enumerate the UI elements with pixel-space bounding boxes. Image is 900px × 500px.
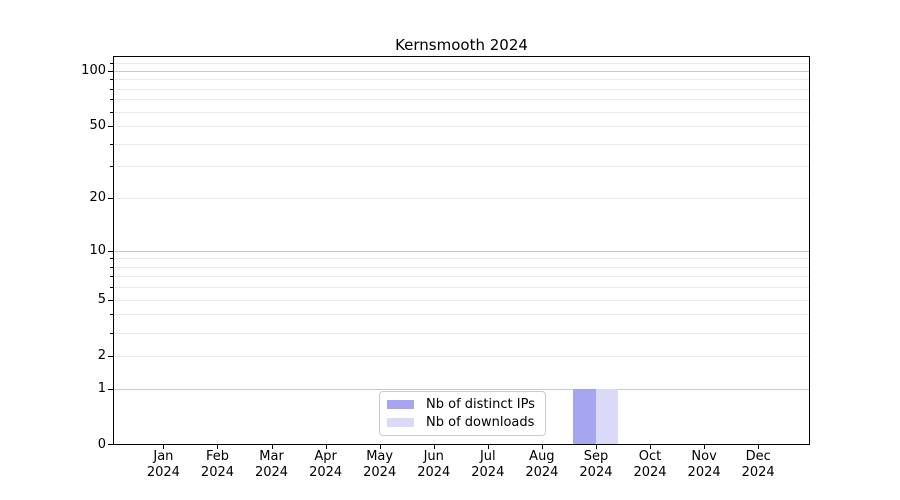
chart-title: Kernsmooth 2024: [395, 36, 528, 54]
legend-label-downloads: Nb of downloads: [426, 415, 535, 430]
legend: Nb of distinct IPs Nb of downloads: [379, 391, 546, 436]
y-minor-tick-mark: [110, 89, 113, 90]
y-axis-tick-label: 1: [97, 381, 106, 396]
x-tick-mark: [488, 445, 489, 449]
x-axis-tick-label: Aug 2024: [525, 449, 559, 480]
gridline: [114, 287, 809, 289]
y-axis-tick-label: 5: [97, 292, 106, 307]
x-tick-mark: [434, 445, 435, 449]
x-axis-tick-label: May 2024: [363, 449, 397, 480]
gridline: [114, 126, 809, 128]
x-axis-tick-label: Jul 2024: [471, 449, 505, 480]
bar-downloads: [595, 388, 619, 444]
x-tick-mark: [596, 445, 597, 449]
legend-label-distinct-ips: Nb of distinct IPs: [426, 397, 535, 412]
x-axis-tick-label: Nov 2024: [687, 449, 721, 480]
x-axis-tick-label: Mar 2024: [254, 449, 289, 480]
x-axis-tick-label: Jan 2024: [146, 449, 180, 480]
y-tick-mark: [108, 198, 113, 199]
y-minor-tick-mark: [110, 333, 113, 334]
gridline: [114, 70, 809, 72]
y-minor-tick-mark: [110, 166, 113, 167]
gridline: [114, 332, 809, 334]
x-axis-tick-label: Jun 2024: [417, 449, 451, 480]
x-axis-tick-label: Dec 2024: [741, 449, 775, 480]
x-tick-mark: [542, 445, 543, 449]
y-axis-tick-label: 0: [97, 437, 106, 452]
gridline: [114, 198, 809, 200]
gridline: [114, 250, 809, 252]
gridline: [114, 88, 809, 90]
x-tick-mark: [163, 445, 164, 449]
y-minor-tick-mark: [110, 314, 113, 315]
y-minor-tick-mark: [110, 276, 113, 277]
y-minor-tick-mark: [110, 144, 113, 145]
gridline: [114, 355, 809, 357]
y-tick-mark: [108, 126, 113, 127]
y-minor-tick-mark: [110, 267, 113, 268]
gridline: [114, 111, 809, 113]
x-tick-mark: [217, 445, 218, 449]
y-axis-tick-label: 100: [81, 63, 106, 78]
plot-area: [113, 56, 810, 445]
x-tick-mark: [758, 445, 759, 449]
gridline: [114, 299, 809, 301]
y-tick-mark: [108, 356, 113, 357]
gridline: [114, 266, 809, 268]
legend-swatch-distinct-ips: [387, 400, 414, 409]
gridline: [114, 314, 809, 316]
x-tick-mark: [380, 445, 381, 449]
x-axis-tick-label: Feb 2024: [200, 449, 235, 480]
bar-distinct-ips: [573, 388, 596, 444]
gridline: [114, 166, 809, 168]
legend-item-distinct-ips: Nb of distinct IPs: [387, 397, 538, 412]
x-tick-mark: [650, 445, 651, 449]
x-tick-mark: [272, 445, 273, 449]
x-axis-tick-label: Apr 2024: [309, 449, 343, 480]
x-tick-mark: [704, 445, 705, 449]
y-minor-tick-mark: [110, 99, 113, 100]
y-axis-tick-label: 2: [97, 348, 106, 363]
x-axis-tick-label: Oct 2024: [633, 449, 667, 480]
gridline: [114, 99, 809, 101]
y-tick-mark: [108, 389, 113, 390]
gridline: [114, 258, 809, 260]
y-tick-mark: [108, 251, 113, 252]
gridline: [114, 143, 809, 145]
gridline: [114, 63, 809, 65]
y-minor-tick-mark: [110, 287, 113, 288]
y-tick-mark: [108, 71, 113, 72]
y-minor-tick-mark: [110, 112, 113, 113]
gridline: [114, 388, 809, 390]
gridline: [114, 79, 809, 81]
y-minor-tick-mark: [110, 258, 113, 259]
legend-swatch-downloads: [387, 418, 414, 427]
y-minor-tick-mark: [110, 79, 113, 80]
y-axis-tick-label: 20: [89, 190, 106, 205]
x-tick-mark: [326, 445, 327, 449]
y-tick-mark: [108, 444, 113, 445]
y-axis-tick-label: 50: [89, 118, 106, 133]
y-tick-mark: [108, 300, 113, 301]
x-axis-tick-label: Sep 2024: [579, 449, 613, 480]
y-minor-tick-mark: [110, 63, 113, 64]
gridline: [114, 276, 809, 278]
y-axis-tick-label: 10: [89, 243, 106, 258]
legend-item-downloads: Nb of downloads: [387, 415, 538, 430]
